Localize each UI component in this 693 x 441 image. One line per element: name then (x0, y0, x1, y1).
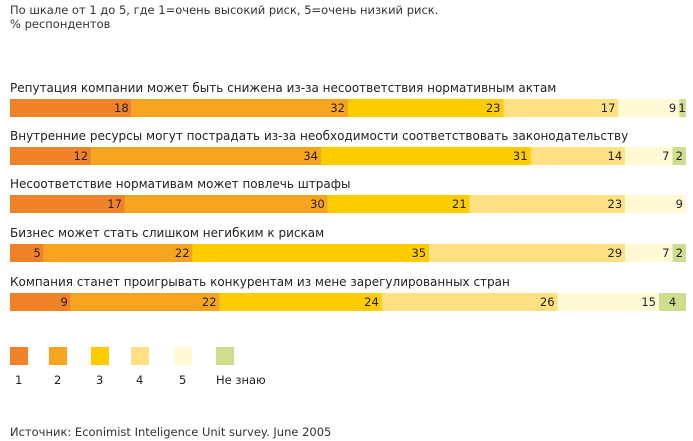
data-label: 26 (540, 295, 555, 309)
bar-segment (503, 99, 619, 117)
data-label: 24 (364, 295, 379, 309)
bar-segment (192, 244, 430, 262)
legend-swatch (131, 347, 149, 365)
bar-segment (10, 195, 125, 213)
bar-segment (327, 195, 470, 213)
legend-label: 2 (54, 373, 61, 387)
data-label: 17 (107, 197, 122, 211)
bar-segment (679, 99, 686, 117)
data-label: 7 (662, 149, 669, 163)
chart-subtitle: По шкале от 1 до 5, где 1=очень высокий … (10, 3, 439, 17)
legend-swatch (10, 347, 28, 365)
bar-segment (124, 195, 328, 213)
bar-segment (625, 244, 673, 262)
category-label: Репутация компании может быть снижена из… (10, 81, 556, 95)
bar-segment (219, 293, 382, 311)
data-label: 15 (641, 295, 656, 309)
bar-segment (320, 147, 531, 165)
bar-segment (429, 244, 626, 262)
bar-segment (10, 293, 71, 311)
bar-segment (91, 147, 321, 165)
bar-segment (618, 99, 680, 117)
data-label: 9 (61, 295, 68, 309)
bar-segment (625, 195, 686, 213)
bar-segment (557, 293, 659, 311)
legend-swatch (216, 347, 234, 365)
bar-segment (658, 293, 686, 311)
legend-label: 3 (96, 373, 103, 387)
data-label: 21 (452, 197, 467, 211)
bar-segment (348, 99, 504, 117)
bar-segment (530, 147, 626, 165)
data-label: 29 (608, 246, 623, 260)
legend-label: 1 (15, 373, 22, 387)
category-label: Внутренние ресурсы могут пострадать из-з… (10, 129, 628, 143)
legend-label: 5 (179, 373, 186, 387)
bar-segment (381, 293, 558, 311)
chart-subtitle-unit: % респондентов (10, 17, 111, 31)
bar-segment (625, 147, 673, 165)
data-label: 5 (33, 246, 40, 260)
data-label: 4 (669, 295, 676, 309)
legend-swatch (174, 347, 192, 365)
data-label: 23 (608, 197, 623, 211)
data-label: 22 (202, 295, 217, 309)
bar-segment (469, 195, 626, 213)
data-label: 9 (676, 197, 683, 211)
data-label: 12 (73, 149, 88, 163)
category-label: Компания станет проигрывать конкурентам … (10, 275, 510, 289)
data-label: 7 (662, 246, 669, 260)
bar-segment (10, 244, 44, 262)
legend-swatch (91, 347, 109, 365)
bar-segment (131, 99, 348, 117)
bar-segment (10, 99, 132, 117)
bar-segment (43, 244, 193, 262)
legend-swatch (49, 347, 67, 365)
data-label: 35 (411, 246, 426, 260)
source-note: Источник: Econimist Inteligence Unit sur… (10, 425, 332, 439)
data-label: 22 (175, 246, 190, 260)
bar-segment (10, 147, 92, 165)
legend-label: Не знаю (216, 373, 266, 387)
legend-label: 4 (136, 373, 143, 387)
bar-segment (70, 293, 220, 311)
data-label: 2 (676, 246, 683, 260)
data-label: 9 (669, 101, 676, 115)
data-label: 30 (310, 197, 325, 211)
data-label: 14 (608, 149, 623, 163)
data-label: 17 (601, 101, 616, 115)
data-label: 23 (486, 101, 501, 115)
data-label: 18 (114, 101, 129, 115)
data-label: 31 (513, 149, 528, 163)
data-label: 32 (330, 101, 345, 115)
category-label: Бизнес может стать слишком негибким к ри… (10, 226, 324, 240)
data-label: 2 (676, 149, 683, 163)
data-label: 1 (678, 101, 685, 115)
category-label: Несоответствие нормативам может повлечь … (10, 177, 350, 191)
data-label: 34 (303, 149, 318, 163)
bar-segment (672, 147, 686, 165)
bar-segment (672, 244, 686, 262)
